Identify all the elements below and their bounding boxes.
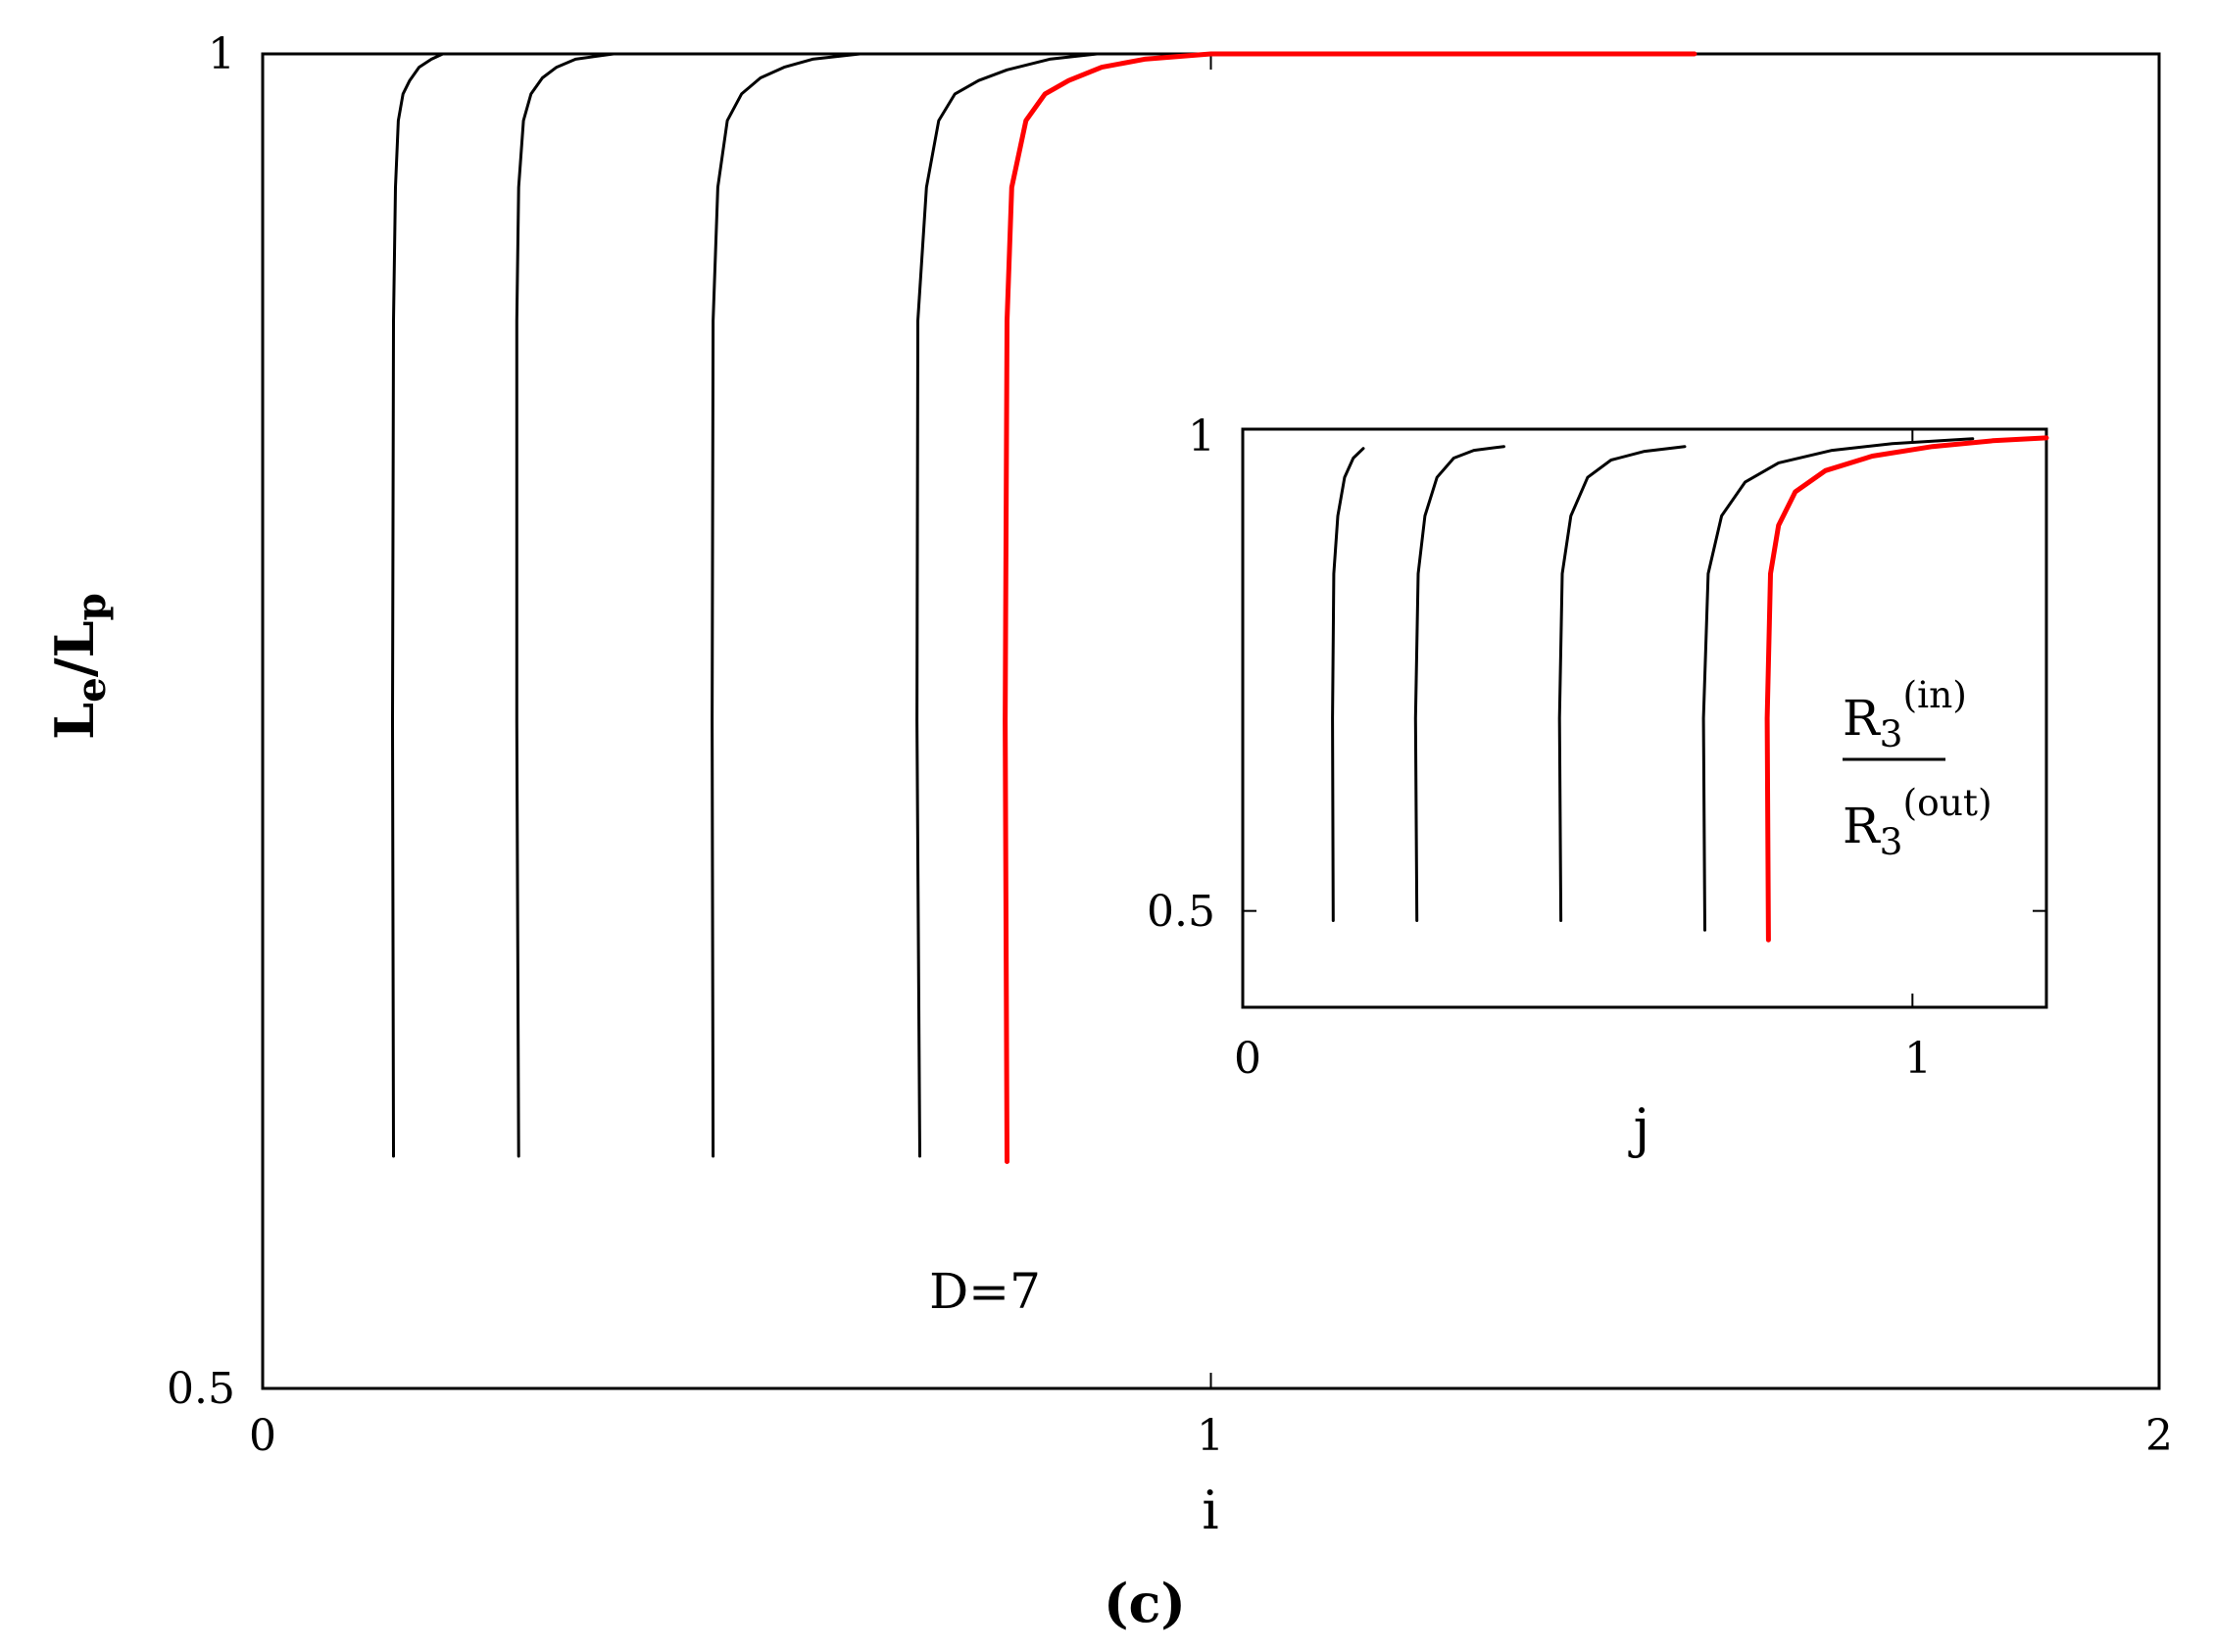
inset-plot-frame <box>1241 427 2048 1009</box>
inset-x-axis-label: j <box>1628 1097 1650 1159</box>
main-xtick-label-1: 1 <box>1197 1411 1224 1461</box>
main-x-axis-label: i <box>1202 1480 1218 1541</box>
inset-legend: R3(in) R3(out) <box>1843 673 1993 863</box>
legend-numerator: R3(in) <box>1843 673 1967 755</box>
den-base: R <box>1843 798 1881 854</box>
inset-series-line-1-black <box>1413 445 1505 922</box>
inset-ytick-label-0: 0.5 <box>1147 887 1215 937</box>
main-series-line-3-black <box>915 52 1099 1158</box>
main-y-axis-label: Le/Lp <box>43 593 115 740</box>
y-label-main: L <box>43 703 106 740</box>
main-series-line-0-black <box>391 52 445 1158</box>
legend-denominator: R3(out) <box>1843 781 1993 863</box>
main-xtick-label-2: 2 <box>2145 1411 2173 1461</box>
inset-series-line-2-black <box>1557 445 1687 922</box>
main-ticks <box>262 53 2160 1389</box>
y-label-sub2: p <box>68 593 115 620</box>
inset-xtick-label-0: 0 <box>1234 1034 1261 1084</box>
inset-series-line-4-red <box>1764 435 2049 943</box>
inset-series-line-3-black <box>1701 437 1975 932</box>
main-series-line-2-black <box>711 52 861 1158</box>
main-series <box>391 51 1697 1164</box>
y-label-slash: /L <box>43 620 106 677</box>
main-xtick-label-0: 0 <box>249 1411 276 1461</box>
inset-series-line-0-black <box>1331 447 1365 922</box>
d-annotation: D=7 <box>929 1263 1041 1320</box>
main-ytick-label-1: 1 <box>208 29 235 79</box>
den-sup: (out) <box>1903 781 1993 824</box>
inset-ticks <box>1242 428 2046 1007</box>
num-sup: (in) <box>1903 673 1967 716</box>
num-base: R <box>1843 690 1881 747</box>
figure-caption: (c) <box>1104 1572 1186 1634</box>
inset-series <box>1331 435 2049 943</box>
inset-ytick-label-1: 1 <box>1188 412 1215 462</box>
main-ytick-label-0: 0.5 <box>167 1364 235 1414</box>
den-sub: 3 <box>1880 820 1903 863</box>
inset-xtick-label-1: 1 <box>1904 1034 1932 1084</box>
num-sub: 3 <box>1880 712 1903 755</box>
main-series-line-1-black <box>515 52 615 1158</box>
y-label-sub1: e <box>68 677 115 703</box>
main-series-line-4-red <box>1003 51 1697 1164</box>
